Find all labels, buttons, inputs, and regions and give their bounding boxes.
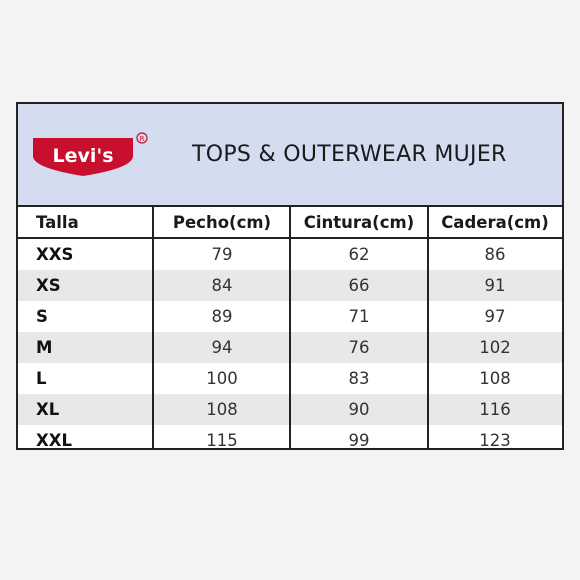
hip-cell: 102 [479, 338, 511, 357]
chest-cell: 94 [211, 338, 233, 357]
table-row: S 89 71 97 [18, 301, 562, 332]
chest-cell: 100 [206, 369, 238, 388]
hip-cell: 123 [479, 431, 511, 450]
column-divider [152, 207, 154, 448]
header-pecho: Pecho(cm) [172, 213, 272, 232]
levis-batwing-logo-icon: Levi's R [33, 132, 148, 176]
waist-cell: 83 [348, 369, 370, 388]
chart-banner: Levi's R TOPS & OUTERWEAR MUJER [18, 104, 562, 207]
chest-cell: 108 [206, 400, 238, 419]
header-cadera: Cadera(cm) [441, 213, 549, 232]
size-cell: M [36, 338, 53, 357]
chart-title: TOPS & OUTERWEAR MUJER [192, 142, 507, 167]
header-talla: Talla [36, 213, 79, 232]
waist-cell: 90 [348, 400, 370, 419]
waist-cell: 71 [348, 307, 370, 326]
waist-cell: 99 [348, 431, 370, 450]
size-cell: XXL [36, 431, 72, 450]
chest-cell: 79 [211, 245, 233, 264]
column-divider [289, 207, 291, 448]
svg-text:R: R [140, 135, 145, 143]
hip-cell: 91 [484, 276, 506, 295]
size-cell: XL [36, 400, 60, 419]
column-divider [427, 207, 429, 448]
size-chart: Levi's R TOPS & OUTERWEAR MUJER Talla Pe… [16, 102, 564, 450]
table-row: L 100 83 108 [18, 363, 562, 394]
chest-cell: 84 [211, 276, 233, 295]
hip-cell: 116 [479, 400, 511, 419]
size-cell: S [36, 307, 48, 326]
size-cell: L [36, 369, 47, 388]
size-cell: XS [36, 276, 61, 295]
waist-cell: 76 [348, 338, 370, 357]
chest-cell: 89 [211, 307, 233, 326]
levis-logo: Levi's R [31, 132, 151, 186]
header-cintura: Cintura(cm) [303, 213, 415, 232]
table-row: XXL 115 99 123 [18, 425, 562, 456]
hip-cell: 86 [484, 245, 506, 264]
hip-cell: 108 [479, 369, 511, 388]
hip-cell: 97 [484, 307, 506, 326]
svg-text:Levi's: Levi's [52, 145, 113, 167]
size-cell: XXS [36, 245, 74, 264]
chest-cell: 115 [206, 431, 238, 450]
waist-cell: 62 [348, 245, 370, 264]
waist-cell: 66 [348, 276, 370, 295]
table-row: XXS 79 62 86 [18, 239, 562, 270]
